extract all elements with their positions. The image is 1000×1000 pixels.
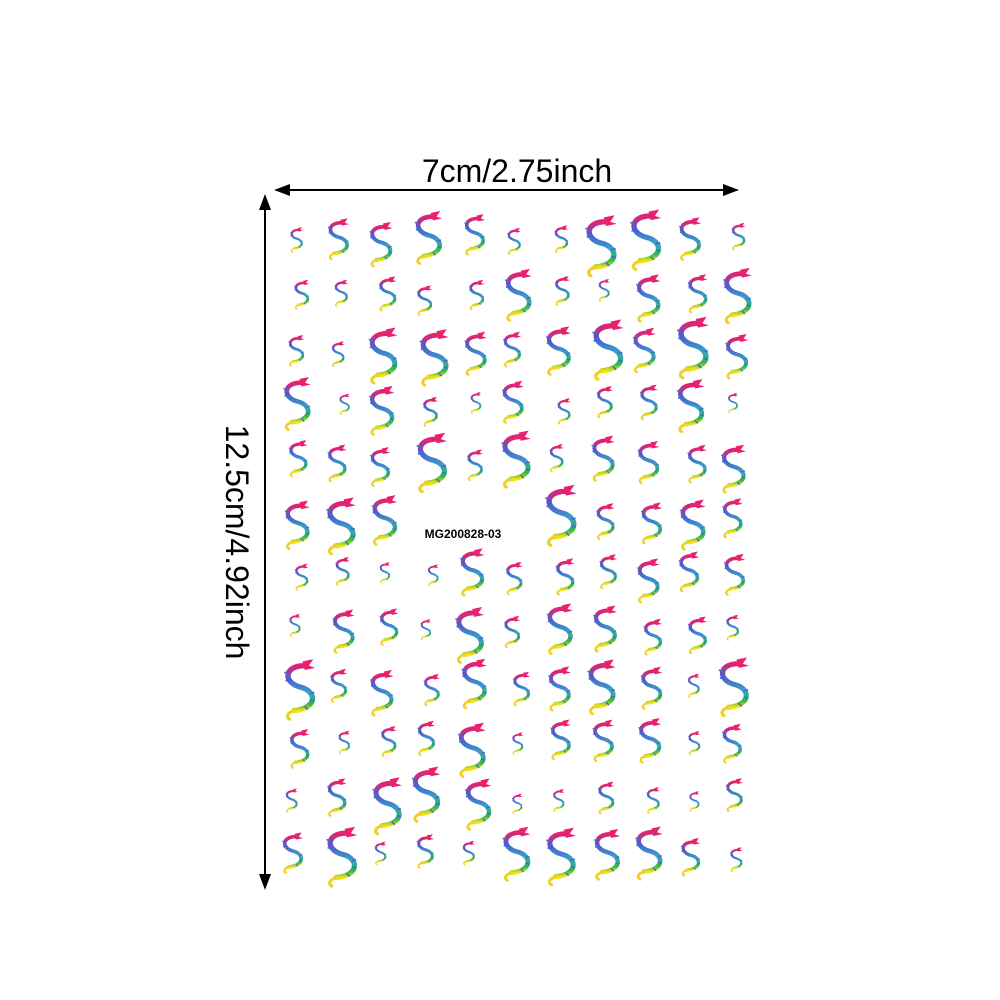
height-label: 12.5cm/4.92inch: [219, 425, 255, 660]
product-code: MG200828-03: [425, 527, 502, 541]
arrow-head: [259, 194, 271, 210]
arrow-head: [274, 184, 290, 196]
arrow-head: [259, 874, 271, 890]
arrow-head: [723, 184, 739, 196]
width-label: 7cm/2.75inch: [422, 153, 612, 189]
